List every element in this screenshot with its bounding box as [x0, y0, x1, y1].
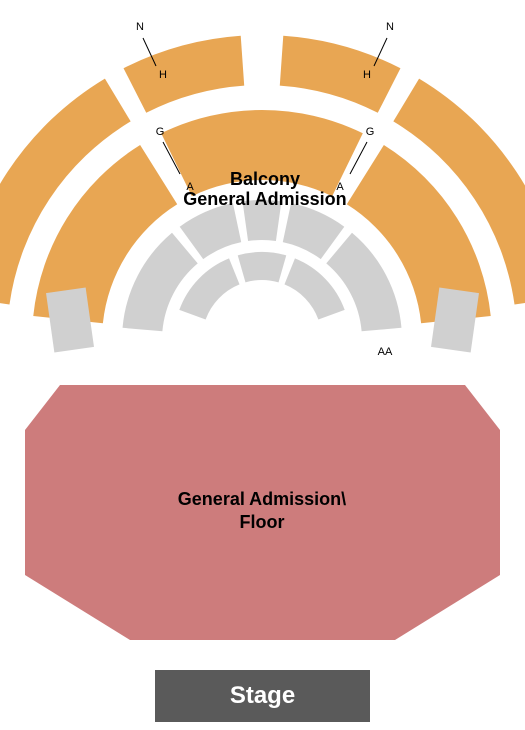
upper-balcony-segment-1[interactable] — [124, 36, 245, 113]
row-label-H_right: H — [363, 69, 371, 81]
loge-outer-segment-0[interactable] — [123, 233, 198, 332]
loge-side-1[interactable] — [431, 288, 479, 353]
loge-outer-segment-4[interactable] — [326, 233, 401, 332]
floor-label-line2: Floor — [240, 512, 285, 532]
loge-outer-segment-3[interactable] — [283, 203, 344, 259]
row-label-A_left: A — [186, 181, 194, 193]
balcony-label-line2: General Admission — [183, 189, 346, 209]
seating-chart: Stage BalconyGeneral Admission General Adm… — [0, 0, 525, 730]
row-label-H_left: H — [159, 69, 167, 81]
row-label-N_left: N — [136, 21, 144, 33]
floor-label-line1: General Admission\ — [178, 489, 346, 509]
loge-inner-segment-1[interactable] — [238, 252, 287, 282]
row-label-G_left: G — [156, 126, 165, 138]
row-label-G_right: G — [366, 126, 375, 138]
loge-outer-segment-1[interactable] — [180, 203, 241, 259]
balcony-label-line1: Balcony — [230, 169, 300, 189]
stage-label: Stage — [230, 682, 295, 709]
loge-side-0[interactable] — [46, 288, 94, 353]
row-label-A_right: A — [336, 181, 344, 193]
row-label-N_right: N — [386, 21, 394, 33]
row-label-AA: AA — [378, 346, 393, 358]
